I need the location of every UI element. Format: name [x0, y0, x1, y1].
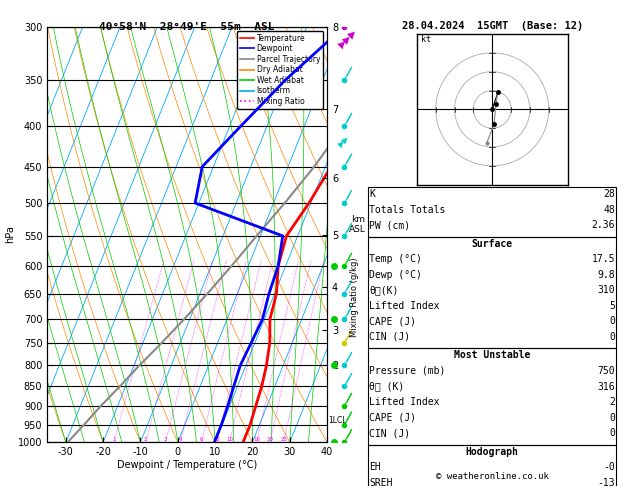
Text: 1LCL: 1LCL — [328, 417, 347, 425]
Text: 2: 2 — [610, 397, 615, 407]
Text: 310: 310 — [598, 285, 615, 295]
Text: Most Unstable: Most Unstable — [454, 350, 530, 361]
Text: 25: 25 — [280, 437, 287, 442]
Text: 0: 0 — [610, 316, 615, 327]
Text: ▶▶▶: ▶▶▶ — [337, 27, 360, 50]
Text: -13: -13 — [598, 478, 615, 486]
Text: -0: -0 — [603, 462, 615, 472]
Text: PW (cm): PW (cm) — [369, 220, 410, 230]
Text: CAPE (J): CAPE (J) — [369, 413, 416, 423]
Text: CIN (J): CIN (J) — [369, 428, 410, 438]
Text: 5: 5 — [610, 301, 615, 311]
Y-axis label: km
ASL: km ASL — [349, 215, 366, 235]
Text: Lifted Index: Lifted Index — [369, 301, 440, 311]
Text: 4: 4 — [179, 437, 182, 442]
Text: θᴇ(K): θᴇ(K) — [369, 285, 399, 295]
Text: © weatheronline.co.uk: © weatheronline.co.uk — [436, 472, 548, 481]
Text: 17.5: 17.5 — [592, 254, 615, 264]
Text: Mixing Ratio (g/kg): Mixing Ratio (g/kg) — [350, 257, 359, 337]
Text: 20: 20 — [267, 437, 274, 442]
Text: Dewp (°C): Dewp (°C) — [369, 270, 422, 280]
Text: Temp (°C): Temp (°C) — [369, 254, 422, 264]
Text: 16: 16 — [253, 437, 260, 442]
Text: Totals Totals: Totals Totals — [369, 205, 445, 215]
Text: 48: 48 — [603, 205, 615, 215]
Text: 0: 0 — [610, 332, 615, 342]
Text: EH: EH — [369, 462, 381, 472]
Text: Pressure (mb): Pressure (mb) — [369, 366, 445, 376]
Text: 10: 10 — [226, 437, 233, 442]
Text: 8: 8 — [215, 437, 219, 442]
Text: ▶▶: ▶▶ — [337, 134, 352, 149]
Text: CIN (J): CIN (J) — [369, 332, 410, 342]
Text: Lifted Index: Lifted Index — [369, 397, 440, 407]
X-axis label: Dewpoint / Temperature (°C): Dewpoint / Temperature (°C) — [117, 460, 257, 470]
Text: 28: 28 — [603, 189, 615, 199]
Text: 0: 0 — [610, 428, 615, 438]
Text: 6: 6 — [199, 437, 203, 442]
Text: 316: 316 — [598, 382, 615, 392]
Text: K: K — [369, 189, 375, 199]
Text: 2: 2 — [144, 437, 148, 442]
Text: 28.04.2024  15GMT  (Base: 12): 28.04.2024 15GMT (Base: 12) — [401, 21, 583, 31]
Text: SREH: SREH — [369, 478, 392, 486]
Text: Hodograph: Hodograph — [465, 447, 519, 457]
Text: 40°58'N  28°49'E  55m  ASL: 40°58'N 28°49'E 55m ASL — [99, 22, 275, 32]
Text: Surface: Surface — [472, 239, 513, 249]
Y-axis label: hPa: hPa — [5, 226, 15, 243]
Text: CAPE (J): CAPE (J) — [369, 316, 416, 327]
Legend: Temperature, Dewpoint, Parcel Trajectory, Dry Adiabat, Wet Adiabat, Isotherm, Mi: Temperature, Dewpoint, Parcel Trajectory… — [237, 31, 323, 109]
Text: 9.8: 9.8 — [598, 270, 615, 280]
Text: 750: 750 — [598, 366, 615, 376]
Text: θᴇ (K): θᴇ (K) — [369, 382, 404, 392]
Text: 0: 0 — [610, 413, 615, 423]
Text: 2.36: 2.36 — [592, 220, 615, 230]
Text: 1: 1 — [112, 437, 116, 442]
Text: kt: kt — [421, 35, 431, 44]
Text: 3: 3 — [164, 437, 167, 442]
